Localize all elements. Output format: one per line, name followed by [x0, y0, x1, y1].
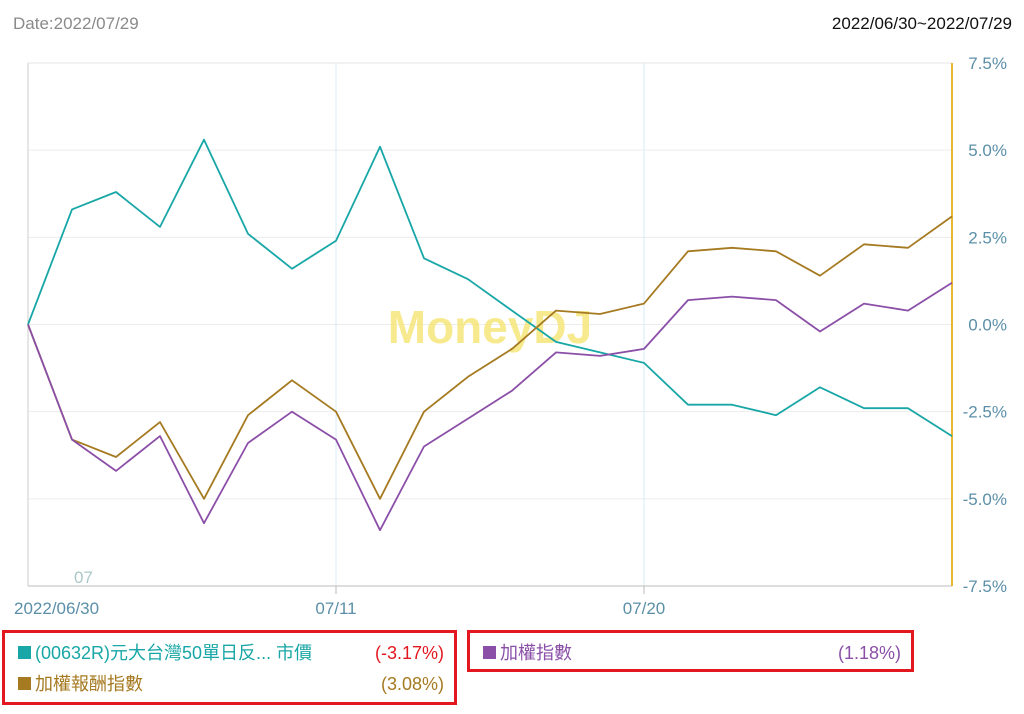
label-layer: 7.5% 5.0% 2.5% 0.0% -2.5% -5.0% -7.5% 2022/06/3… [14, 54, 1007, 618]
y-tick-label: 2.5% [968, 228, 1007, 247]
y-tick-label: 5.0% [968, 141, 1007, 160]
legend-swatch-etf [18, 646, 31, 659]
series-line-weighted-index [27, 281, 953, 532]
legend-value-return-index: (3.08%) [380, 674, 444, 694]
watermark: MoneyDJ [388, 301, 592, 353]
legend-swatch-return-index [18, 677, 31, 690]
legend-swatch-weighted-index [483, 646, 496, 659]
legend-item-etf[interactable]: (00632R)元大台灣50單日反... 市價 (-3.17%) [15, 641, 444, 665]
legend-box-left: (00632R)元大台灣50單日反... 市價 (-3.17%) 加權報酬指數 … [2, 630, 457, 705]
x-tick-label: 07/11 [315, 599, 356, 618]
axis-layer [27, 62, 953, 594]
series-line-return-index [27, 215, 953, 500]
y-tick-label: -2.5% [963, 403, 1007, 422]
y-tick-label: 0.0% [968, 316, 1007, 335]
legend-name-etf: (00632R)元大台灣50單日反... 市價 [35, 643, 313, 663]
legend-box-right: 加權指數 (1.18%) [467, 630, 914, 672]
line-chart: MoneyDJ 7.5% 5.0% 2.5% 0.0% -2.5% -5.0% -7.5% 2… [14, 54, 1007, 618]
series-layer [27, 138, 953, 532]
date-label: Date:2022/07/29 [13, 14, 139, 33]
legend-value-weighted-index: (1.18%) [837, 643, 901, 663]
series-line-etf [27, 138, 953, 437]
legend-value-etf: (-3.17%) [374, 643, 444, 663]
legend-name-weighted-index: 加權指數 [500, 643, 572, 663]
y-tick-label: -7.5% [963, 577, 1007, 596]
y-tick-label: -5.0% [963, 490, 1007, 509]
legend-item-return-index[interactable]: 加權報酬指數 (3.08%) [15, 672, 444, 696]
x-tick-label: 2022/06/30 [14, 599, 99, 618]
y-tick-label: 7.5% [968, 54, 1007, 73]
legend-item-weighted-index[interactable]: 加權指數 (1.18%) [480, 641, 901, 665]
x-tick-label: 07/20 [623, 599, 666, 618]
date-range-label: 2022/06/30~2022/07/29 [831, 14, 1012, 33]
inner-date-label: 07 [74, 568, 93, 587]
legend-name-return-index: 加權報酬指數 [35, 674, 143, 694]
